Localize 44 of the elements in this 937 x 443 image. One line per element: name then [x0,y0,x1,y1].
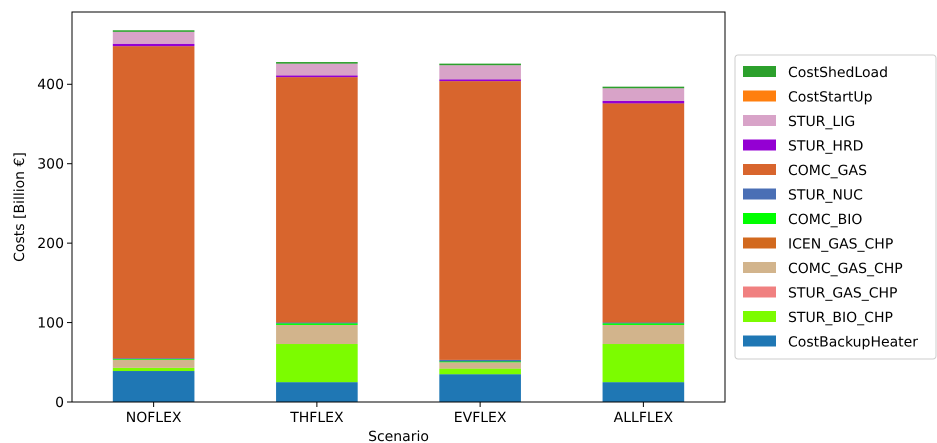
legend-label: CostShedLoad [788,64,888,81]
x-tick-label: NOFLEX [126,410,182,426]
bar [112,368,194,372]
y-tick-label: 300 [37,156,64,173]
legend-label: CostStartUp [788,89,873,106]
legend-label: STUR_NUC [788,187,864,204]
legend-label: STUR_GAS_CHP [788,285,898,302]
legend-label: STUR_BIO_CHP [788,310,893,326]
bar [602,100,684,104]
bar [602,324,684,344]
bar [276,64,358,76]
legend-label: COMC_BIO [788,212,862,228]
bar [276,382,358,402]
legend-label: COMC_GAS [788,162,868,179]
y-tick-label: 200 [37,236,64,252]
bar [112,46,194,358]
bar [439,65,521,80]
bar [276,324,358,344]
y-tick-label: 0 [55,394,64,411]
x-tick-label: EVFLEX [454,410,507,426]
bar [112,371,194,402]
bar [276,77,358,323]
bar [439,368,521,374]
y-axis-title: Costs [Billion €] [12,152,28,262]
bar [602,382,684,402]
y-tick-label: 400 [37,77,64,94]
legend-label: CostBackupHeater [788,334,918,350]
bar [112,360,194,368]
x-axis-title: Scenario [368,429,429,443]
bar [112,32,194,44]
bar [602,103,684,323]
legend-label: COMC_GAS_CHP [788,260,903,277]
x-tick-label: THFLEX [289,410,344,426]
bar [602,88,684,101]
bar [439,81,521,360]
bar [439,362,521,369]
legend-label: ICEN_GAS_CHP [788,236,894,252]
y-tick-label: 100 [37,315,64,332]
legend-label: STUR_HRD [788,138,864,154]
bar [439,374,521,402]
bar [276,344,358,382]
x-tick-label: ALLFLEX [614,410,674,426]
legend-label: STUR_LIG [788,114,856,130]
bar [602,344,684,382]
